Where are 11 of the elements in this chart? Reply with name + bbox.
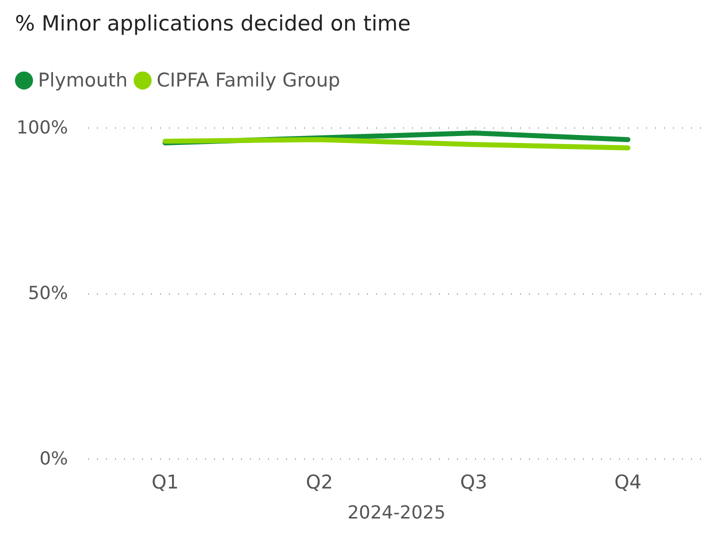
x-axis-title: 2024-2025 [347, 502, 446, 524]
chart-title: % Minor applications decided on time [15, 12, 411, 36]
x-tick-label: Q4 [614, 472, 642, 494]
legend-label: Plymouth [38, 70, 128, 92]
y-tick-label: 100% [16, 118, 68, 138]
legend-label: CIPFA Family Group [156, 70, 340, 92]
x-tick-label: Q3 [460, 472, 488, 494]
y-tick-label: 0% [39, 448, 68, 470]
x-tick-label: Q2 [306, 472, 333, 494]
x-tick-label: Q1 [152, 472, 179, 494]
y-tick-label: 50% [28, 283, 68, 304]
